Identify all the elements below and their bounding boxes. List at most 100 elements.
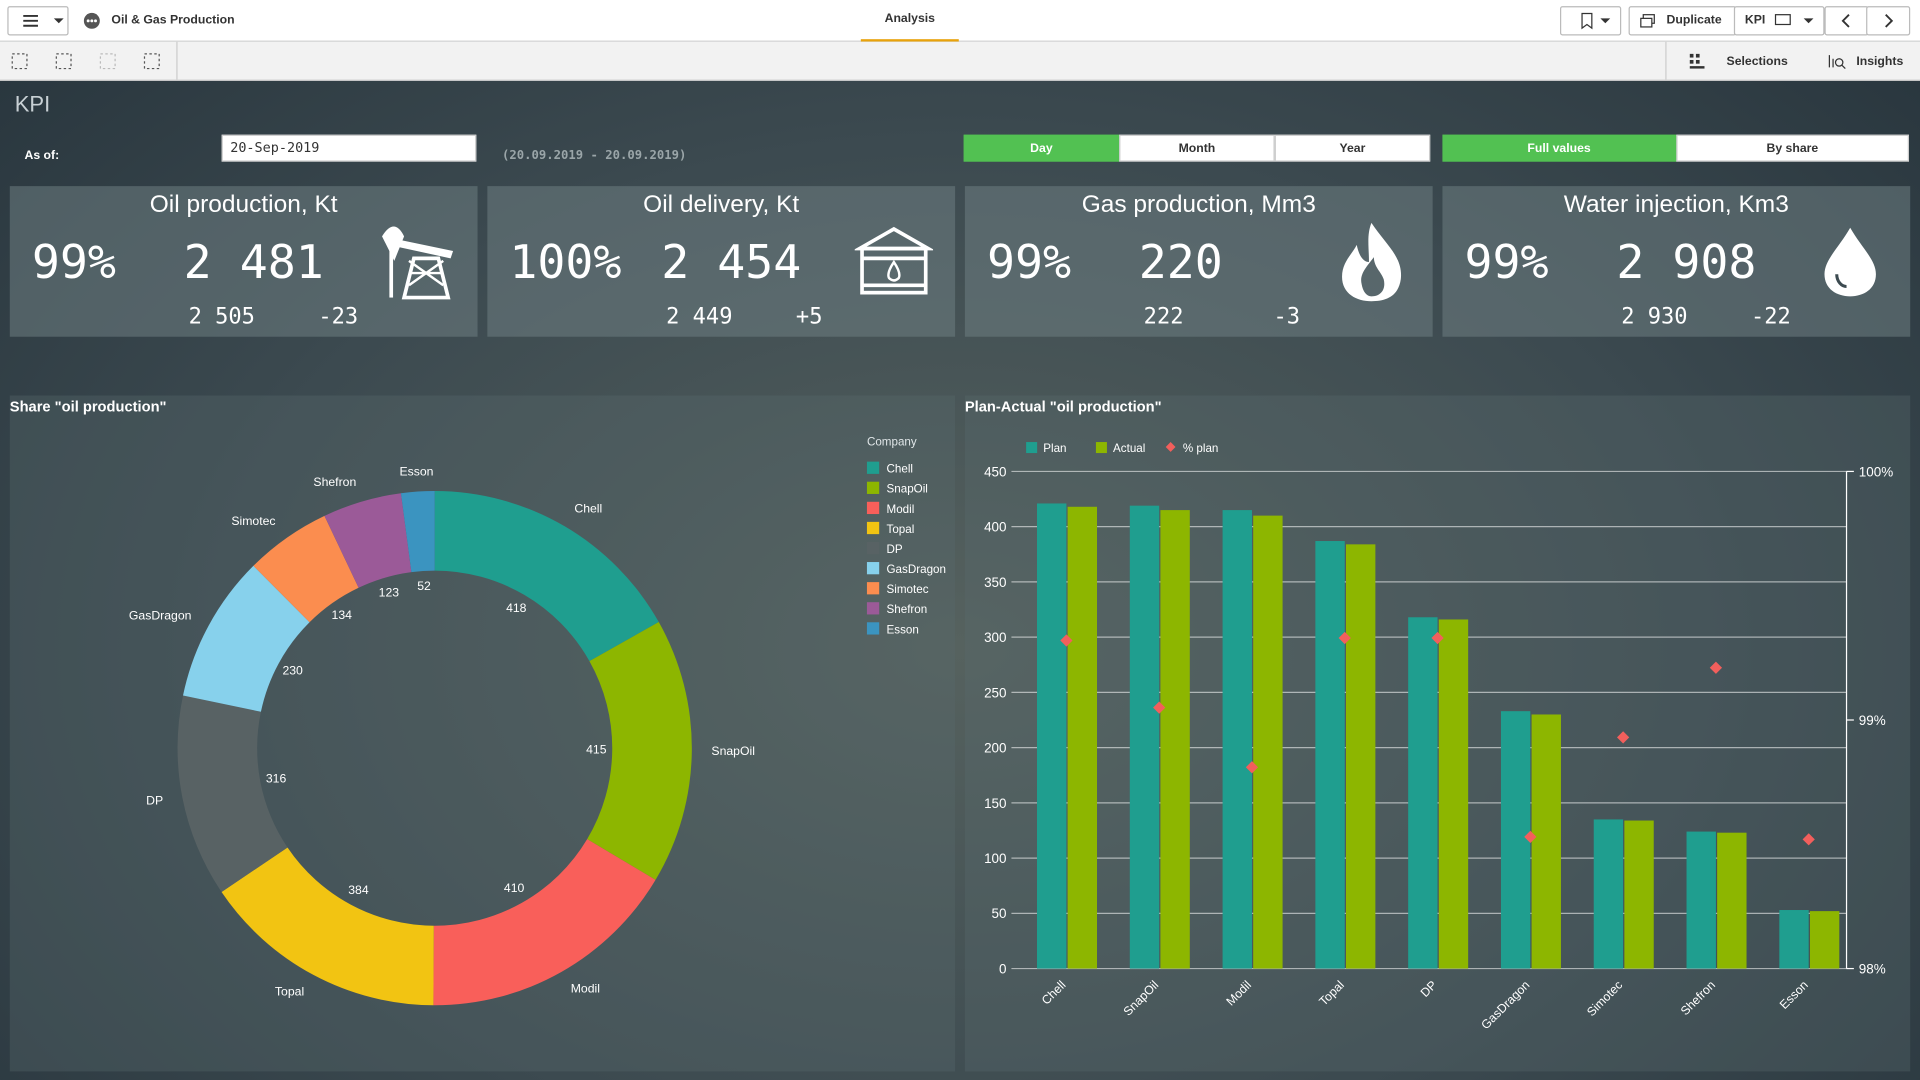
y-tick-label: 350 xyxy=(984,575,1006,590)
value-label: 123 xyxy=(379,585,400,599)
pump-icon xyxy=(382,226,454,300)
bar xyxy=(1593,819,1624,969)
as-of-label: As of: xyxy=(24,149,60,163)
x-tick-label: Topal xyxy=(1316,978,1347,1009)
duplicate-button[interactable]: Duplicate xyxy=(1628,6,1737,36)
chart-title: Plan-Actual "oil production" xyxy=(965,399,1162,415)
bar xyxy=(1408,617,1438,969)
legend-label[interactable]: DP xyxy=(887,543,903,556)
kpi-plan: 2 505 xyxy=(188,303,255,330)
sheet-menu[interactable]: KPI xyxy=(1733,6,1825,36)
sheet-menu-label: KPI xyxy=(1744,13,1766,27)
next-sheet[interactable] xyxy=(1866,6,1911,36)
y-tick-label: 450 xyxy=(984,464,1006,479)
selections-button[interactable]: Selections xyxy=(1726,55,1788,69)
legend-label[interactable]: GasDragon xyxy=(887,563,946,576)
legend-label[interactable]: Topal xyxy=(887,523,915,536)
mode-button[interactable]: Full values xyxy=(1442,134,1676,162)
kpi-actual: 2 481 xyxy=(183,235,324,289)
insights-icon xyxy=(1828,55,1846,70)
kpi-title: Water injection, Km3 xyxy=(1563,191,1789,218)
legend-label[interactable]: Modil xyxy=(887,503,915,516)
period-button[interactable]: Month xyxy=(1119,134,1275,162)
legend-label[interactable]: Simotec xyxy=(887,583,929,596)
flame-icon xyxy=(1342,222,1402,302)
legend-swatch xyxy=(866,541,880,555)
value-label: 418 xyxy=(506,601,527,615)
kpi-share: 99% xyxy=(1464,235,1549,289)
kpi-actual: 220 xyxy=(1138,235,1223,289)
x-tick-label: DP xyxy=(1418,978,1440,1000)
bar xyxy=(1345,544,1376,969)
x-tick-label: GasDragon xyxy=(1478,978,1532,1032)
diamond-marker xyxy=(1153,701,1166,714)
legend-swatch xyxy=(866,582,880,595)
date-input[interactable]: 20-Sep-2019 xyxy=(221,134,477,162)
toolbar: Selections Insights xyxy=(0,41,1920,81)
period-buttons: Day Month Year xyxy=(963,134,1431,162)
x-tick-label: Chell xyxy=(1039,978,1069,1008)
kpi-delta: -3 xyxy=(1273,303,1301,330)
prev-sheet[interactable] xyxy=(1824,6,1869,36)
drop-icon xyxy=(1824,227,1876,297)
pie-slice xyxy=(183,565,310,712)
y2-tick-label: 99% xyxy=(1859,713,1886,728)
legend-label[interactable]: Plan xyxy=(1043,442,1066,455)
legend-swatch xyxy=(866,501,880,515)
y-tick-label: 200 xyxy=(984,741,1006,756)
diamond-marker xyxy=(1338,631,1351,645)
legend-label[interactable]: Actual xyxy=(1113,442,1145,455)
value-label: 415 xyxy=(586,742,607,756)
diamond-marker xyxy=(1245,761,1259,774)
kpi-plan: 222 xyxy=(1143,303,1184,330)
kpi-card: Oil delivery, Kt 100% 2 454 2 449 +5 xyxy=(487,186,956,337)
slice-label: Simotec xyxy=(231,514,275,528)
bar xyxy=(1438,619,1469,969)
period-button[interactable]: Year xyxy=(1274,134,1431,162)
pie-slice xyxy=(587,622,692,880)
mode-button[interactable]: By share xyxy=(1675,134,1909,162)
slice-label: Modil xyxy=(571,981,600,995)
menu-button[interactable] xyxy=(7,6,69,36)
legend-swatch xyxy=(1165,442,1176,452)
period-button[interactable]: Day xyxy=(963,134,1120,162)
legend-label[interactable]: Shefron xyxy=(887,603,928,616)
bar xyxy=(1531,714,1561,969)
legend-label[interactable]: SnapOil xyxy=(887,483,928,496)
pie-slice xyxy=(324,493,412,588)
bar xyxy=(1129,505,1160,969)
selection-tools[interactable] xyxy=(10,51,169,71)
insights-button[interactable]: Insights xyxy=(1856,55,1904,69)
value-label: 410 xyxy=(504,881,525,895)
kpi-title: Oil delivery, Kt xyxy=(643,191,800,218)
kpi-actual: 2 454 xyxy=(661,235,802,289)
x-tick-label: Modil xyxy=(1224,978,1255,1009)
x-tick-label: Simotec xyxy=(1584,978,1625,1019)
kpi-title: Gas production, Mm3 xyxy=(1081,191,1316,218)
y-tick-label: 300 xyxy=(984,630,1006,645)
y-tick-label: 150 xyxy=(984,796,1006,811)
pie-slice xyxy=(433,839,656,1006)
legend-label[interactable]: Esson xyxy=(887,623,919,636)
legend-label[interactable]: Chell xyxy=(887,463,914,476)
legend-label[interactable]: % plan xyxy=(1183,442,1219,455)
kpi-plan: 2 930 xyxy=(1621,303,1688,330)
legend-swatch xyxy=(866,481,880,494)
divider xyxy=(176,41,178,80)
kpi-share: 99% xyxy=(31,235,116,289)
tab[interactable]: Analysis xyxy=(860,12,959,42)
diamond-marker xyxy=(1060,634,1073,647)
bar xyxy=(1717,832,1747,969)
pie-slice xyxy=(221,847,434,1006)
legend-swatch xyxy=(866,461,880,474)
legend-swatch xyxy=(866,622,880,635)
kpi-card: Oil production, Kt 99% 2 481 2 505 -23 xyxy=(9,186,478,337)
value-label: 316 xyxy=(266,772,287,786)
divider xyxy=(1665,41,1667,80)
selections-icon xyxy=(1689,53,1705,69)
legend-swatch xyxy=(1095,442,1107,454)
bar xyxy=(1160,510,1190,969)
bookmark-button[interactable] xyxy=(1560,6,1622,36)
bar xyxy=(1500,711,1531,969)
